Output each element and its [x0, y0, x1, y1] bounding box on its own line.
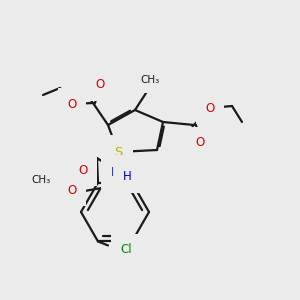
Text: O: O: [68, 184, 76, 196]
Text: Cl: Cl: [120, 243, 132, 256]
Text: S: S: [114, 146, 122, 158]
Text: N: N: [111, 166, 121, 178]
Text: H: H: [123, 170, 131, 184]
Text: CH₃: CH₃: [32, 175, 51, 185]
Text: O: O: [95, 79, 105, 92]
Text: O: O: [78, 164, 88, 176]
Text: O: O: [68, 98, 76, 110]
Text: CH₃: CH₃: [140, 75, 160, 85]
Text: O: O: [206, 101, 214, 115]
Text: O: O: [195, 136, 205, 149]
